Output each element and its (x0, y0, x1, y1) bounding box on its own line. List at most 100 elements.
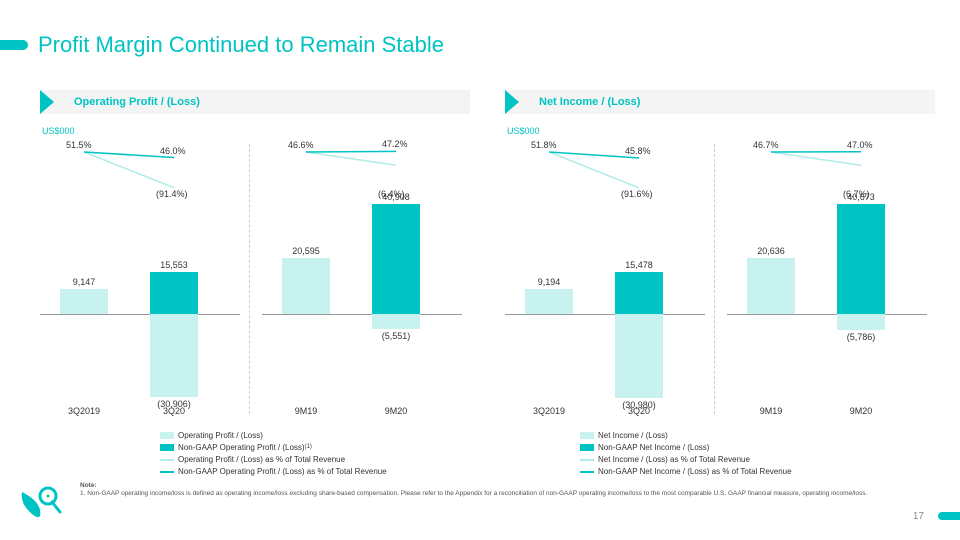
bar-label: (5,551) (372, 331, 420, 341)
trend-lines (505, 144, 705, 194)
pct-label: 46.0% (160, 146, 186, 156)
panel-title: Net Income / (Loss) (539, 96, 640, 108)
pct-label: 47.2% (382, 139, 408, 149)
legend-item: Operating Profit / (Loss) as % of Total … (160, 454, 387, 465)
subplot: 9,147(30,906)15,55351.5%46.0%(91.4%)3Q20… (40, 144, 240, 424)
subplot-divider (714, 144, 715, 414)
legend-label: Net Income / (Loss) (598, 430, 668, 441)
bar-label: 15,553 (150, 260, 198, 270)
bar-light-neg: (30,980) (615, 314, 663, 398)
pct-label: 47.0% (847, 140, 873, 150)
legend-swatch (160, 432, 174, 439)
subplot: 20,595(5,551)40,90846.6%47.2%(6.4%)9M199… (262, 144, 462, 424)
legend-swatch (580, 432, 594, 439)
legend-swatch (160, 444, 174, 451)
trend-lines (262, 144, 462, 194)
bar-dark: 15,478 (615, 272, 663, 314)
baseline (505, 314, 705, 315)
bar-label: 20,595 (282, 246, 330, 256)
bar-label: 9,147 (60, 277, 108, 287)
legend-item: Non-GAAP Operating Profit / (Loss)(1) (160, 442, 387, 453)
footnote: Note: 1. Non-GAAP operating income/loss … (80, 482, 900, 498)
legend-label: Operating Profit / (Loss) as % of Total … (178, 454, 345, 465)
bar-light: 9,147 (60, 289, 108, 314)
trend-lines (727, 144, 927, 194)
footnote-body: 1. Non-GAAP operating income/loss is def… (80, 490, 867, 497)
logo-icon (18, 486, 66, 526)
legend-swatch (160, 459, 174, 461)
legend-item: Non-GAAP Net Income / (Loss) (580, 442, 792, 453)
pct-label-neg: (91.4%) (156, 189, 188, 199)
legend-swatch (160, 471, 174, 473)
x-axis-label: 9M20 (831, 406, 891, 416)
bar-label: 15,478 (615, 260, 663, 270)
panel-header: Operating Profit / (Loss) (40, 90, 470, 114)
chart-area: 9,194(30,980)15,47851.8%45.8%(91.6%)3Q20… (505, 144, 935, 424)
x-axis-label: 9M19 (276, 406, 336, 416)
legend: Operating Profit / (Loss)Non-GAAP Operat… (160, 430, 387, 478)
legend-swatch (580, 471, 594, 473)
legend-swatch (580, 459, 594, 461)
pct-label-neg: (91.6%) (621, 189, 653, 199)
legend-label: Non-GAAP Operating Profit / (Loss) as % … (178, 466, 387, 477)
legend: Net Income / (Loss)Non-GAAP Net Income /… (580, 430, 792, 478)
bar-label: (5,786) (837, 332, 885, 342)
panel-title: Operating Profit / (Loss) (74, 96, 200, 108)
bar-light-neg: (5,551) (372, 314, 420, 329)
panel-op: Operating Profit / (Loss) US$000 9,147 (30,… (40, 90, 470, 424)
unit-label: US$000 (42, 126, 470, 136)
chart-area: 9,147(30,906)15,55351.5%46.0%(91.4%)3Q20… (40, 144, 470, 424)
chevron-icon (40, 90, 54, 114)
bar-label: 9,194 (525, 277, 573, 287)
pct-label: 51.5% (66, 140, 92, 150)
legend-label: Net Income / (Loss) as % of Total Revenu… (598, 454, 750, 465)
legend-label: Non-GAAP Operating Profit / (Loss) (178, 442, 305, 453)
page-number: 17 (913, 511, 924, 522)
slide-title-bar: Profit Margin Continued to Remain Stable (0, 32, 444, 58)
bar-light: 9,194 (525, 289, 573, 314)
footnote-heading: Note: (80, 482, 97, 489)
x-axis-label: 3Q20 (144, 406, 204, 416)
bar-dark: 40,908 (372, 204, 420, 314)
pct-label: 51.8% (531, 140, 557, 150)
title-accent (0, 40, 28, 50)
x-axis-label: 3Q20 (609, 406, 669, 416)
bar-label: 20,636 (747, 246, 795, 256)
bar-light: 20,595 (282, 258, 330, 314)
pct-label: 46.6% (288, 140, 314, 150)
corner-accent (938, 512, 960, 520)
pct-label: 45.8% (625, 146, 651, 156)
legend-item: Non-GAAP Operating Profit / (Loss) as % … (160, 466, 387, 477)
panel-header: Net Income / (Loss) (505, 90, 935, 114)
subplot-divider (249, 144, 250, 414)
pct-label-neg: (6.4%) (378, 189, 405, 199)
subplot: 9,194(30,980)15,47851.8%45.8%(91.6%)3Q20… (505, 144, 705, 424)
bar-dark: 40,673 (837, 204, 885, 314)
baseline (262, 314, 462, 315)
trend-lines (40, 144, 240, 194)
legend-swatch (580, 444, 594, 451)
bar-light-neg: (5,786) (837, 314, 885, 330)
x-axis-label: 3Q2019 (519, 406, 579, 416)
bar-light: 20,636 (747, 258, 795, 314)
legend-item: Non-GAAP Net Income / (Loss) as % of Tot… (580, 466, 792, 477)
x-axis-label: 3Q2019 (54, 406, 114, 416)
legend-label: Operating Profit / (Loss) (178, 430, 263, 441)
slide-title: Profit Margin Continued to Remain Stable (38, 32, 444, 58)
subplot: 20,636(5,786)40,67346.7%47.0%(6.7%)9M199… (727, 144, 927, 424)
chevron-icon (505, 90, 519, 114)
x-axis-label: 9M19 (741, 406, 801, 416)
pct-label: 46.7% (753, 140, 779, 150)
baseline (40, 314, 240, 315)
legend-label: Non-GAAP Net Income / (Loss) (598, 442, 709, 453)
bar-dark: 15,553 (150, 272, 198, 314)
legend-item: Net Income / (Loss) (580, 430, 792, 441)
bar-light-neg: (30,906) (150, 314, 198, 397)
legend-label: Non-GAAP Net Income / (Loss) as % of Tot… (598, 466, 792, 477)
pct-label-neg: (6.7%) (843, 189, 870, 199)
baseline (727, 314, 927, 315)
x-axis-label: 9M20 (366, 406, 426, 416)
legend-item: Net Income / (Loss) as % of Total Revenu… (580, 454, 792, 465)
panel-ni: Net Income / (Loss)US$0009,194(30,980)15… (505, 90, 935, 424)
unit-label: US$000 (507, 126, 935, 136)
